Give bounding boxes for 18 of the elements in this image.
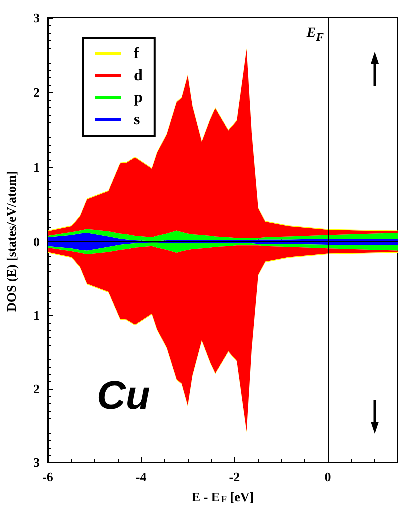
y-tick-label: 3 [34,454,40,470]
y-axis-title: DOS (E) [states/eV/atom] [4,171,20,312]
y-tick-label: 2 [34,85,40,100]
y-tick-label: 1 [34,160,40,175]
ref-line-label: E$_{F}$ [306,26,324,44]
x-tick-label: -4 [136,469,148,484]
y-tick-label: 3 [34,10,40,26]
legend-label: s [134,112,140,128]
legend-label: p [134,90,143,106]
annotation: Cu [97,374,150,418]
y-tick-label: 1 [34,308,40,322]
y-tick-label: 2 [34,381,40,396]
y-tick-label: 0 [34,234,40,250]
legend-label: f [134,46,140,62]
legend-label: d [134,68,143,84]
x-tick-label: -2 [229,469,240,484]
x-tick-label: 0 [324,469,332,484]
x-tick-label: -6 [42,469,54,484]
